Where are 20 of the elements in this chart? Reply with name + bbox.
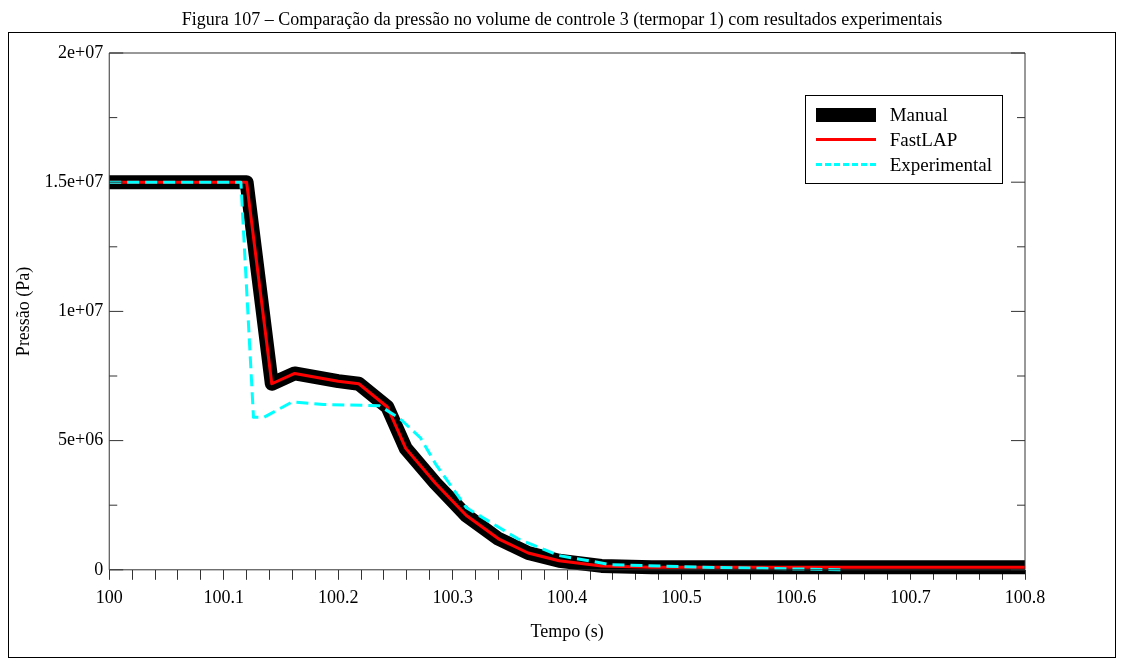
chart-title: Figura 107 – Comparação da pressão no volume de controle 3 (termopar 1) com resultados experimentais xyxy=(180,8,944,30)
y-tick-label: 1.5e+07 xyxy=(44,170,104,191)
x-tick-label: 100.4 xyxy=(546,587,588,608)
x-axis-title: Tempo (s) xyxy=(530,620,604,642)
x-tick-label: 100.3 xyxy=(432,587,473,608)
x-tick-label: 100.7 xyxy=(890,587,931,608)
x-tick-label: 100.5 xyxy=(661,587,702,608)
legend-label: Manual xyxy=(889,103,948,126)
x-tick-label: 100.6 xyxy=(775,587,817,608)
x-tick-label: 100.2 xyxy=(317,587,359,608)
legend-label: FastLAP xyxy=(889,128,958,151)
x-tick-label: 100 xyxy=(95,587,123,608)
x-tick-label: 100.1 xyxy=(203,587,244,608)
y-tick-label: 0 xyxy=(94,558,104,579)
y-axis-title: Pressão (Pa) xyxy=(12,266,34,357)
y-tick-label: 2e+07 xyxy=(58,41,104,62)
y-tick-label: 5e+06 xyxy=(58,429,104,450)
x-tick-label: 100.8 xyxy=(1004,587,1046,608)
y-tick-label: 1e+07 xyxy=(58,300,104,321)
legend-label: Experimental xyxy=(889,153,992,176)
